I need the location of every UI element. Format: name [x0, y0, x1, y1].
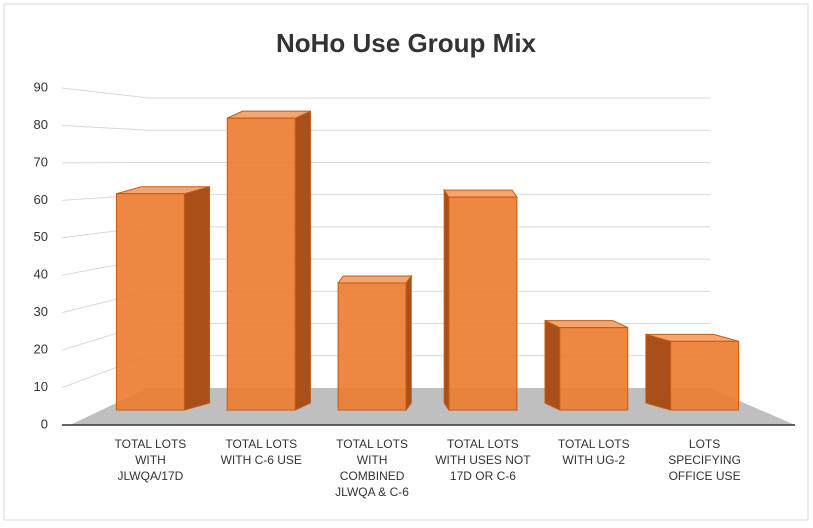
y-tick-label: 40 — [34, 267, 48, 282]
chart-title: NoHo Use Group Mix — [276, 28, 537, 58]
x-tick-label: TOTAL LOTS WITH UG-2 — [557, 437, 630, 467]
x-tick-label: TOTAL LOTS WITH C-6 USE — [220, 437, 302, 467]
bar-side — [405, 274, 412, 412]
y-tick-label: 80 — [34, 117, 48, 132]
x-tick-label: LOTS SPECIFYING OFFICE USE — [668, 437, 741, 483]
bar-top — [544, 320, 628, 329]
y-tick-label: 10 — [34, 379, 48, 394]
bar-top — [227, 110, 311, 119]
bar — [115, 193, 185, 411]
x-tick-label: TOTAL LOTS WITH JLWQA/17D — [114, 437, 187, 483]
y-tick-label: 60 — [34, 192, 48, 207]
bar-top — [337, 275, 413, 284]
y-tick-label: 0 — [41, 416, 48, 431]
y-tick-label: 70 — [34, 154, 48, 169]
bar — [559, 327, 629, 411]
bar-top — [443, 189, 518, 198]
bar — [670, 340, 740, 411]
bar — [226, 117, 296, 411]
x-tick-label: TOTAL LOTS WITH COMBINED JLWQA & C-6 — [335, 437, 409, 499]
x-tick-label: TOTAL LOTS WITH USES NOT 17D OR C-6 — [435, 437, 531, 483]
bar — [448, 196, 518, 411]
y-tick-label: 20 — [34, 342, 48, 357]
bar — [337, 282, 407, 411]
bar-side — [645, 333, 672, 411]
bar-side — [544, 319, 561, 411]
bar-side — [183, 186, 211, 411]
grid-line — [61, 124, 149, 131]
y-tick-label: 50 — [34, 229, 48, 244]
bar-side — [443, 188, 450, 412]
grid-line — [61, 87, 149, 99]
y-tick-label: 90 — [34, 79, 48, 94]
bar-side — [294, 110, 311, 411]
y-tick-label: 30 — [34, 304, 48, 319]
